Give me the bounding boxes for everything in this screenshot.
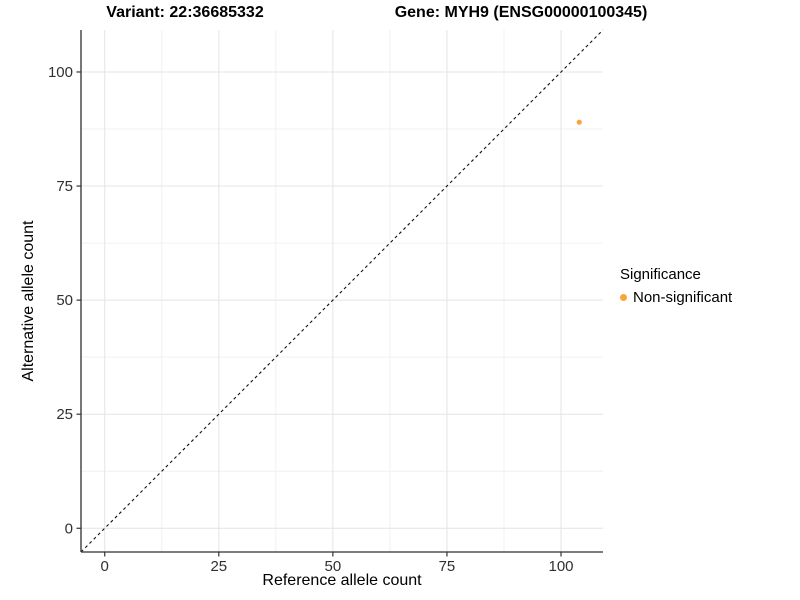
y-axis-title: Alternative allele count [20, 220, 37, 382]
x-tick-label: 100 [549, 558, 574, 575]
data-point [576, 119, 582, 125]
x-tick-label: 75 [439, 558, 456, 575]
y-tick-label: 75 [56, 178, 73, 195]
legend-title: Significance [620, 266, 701, 283]
identity-line [80, 29, 604, 553]
variant-title: Variant: 22:36685332 [106, 4, 264, 21]
y-tick-label: 0 [65, 520, 73, 537]
y-tick-label: 50 [56, 292, 73, 309]
legend-key-dot-icon [620, 294, 627, 301]
x-tick-label: 25 [210, 558, 227, 575]
x-axis-title: Reference allele count [262, 572, 422, 589]
legend-entries: Non-significant [620, 289, 732, 306]
y-tick-label: 100 [48, 64, 73, 81]
y-tick-label: 25 [56, 406, 73, 423]
legend-entry: Non-significant [620, 289, 732, 306]
x-tick-label: 50 [325, 558, 342, 575]
legend: Significance Non-significant [620, 266, 732, 306]
x-tick-label: 0 [101, 558, 109, 575]
gene-title: Gene: MYH9 (ENSG00000100345) [394, 4, 648, 21]
legend-entry-label: Non-significant [633, 289, 733, 306]
